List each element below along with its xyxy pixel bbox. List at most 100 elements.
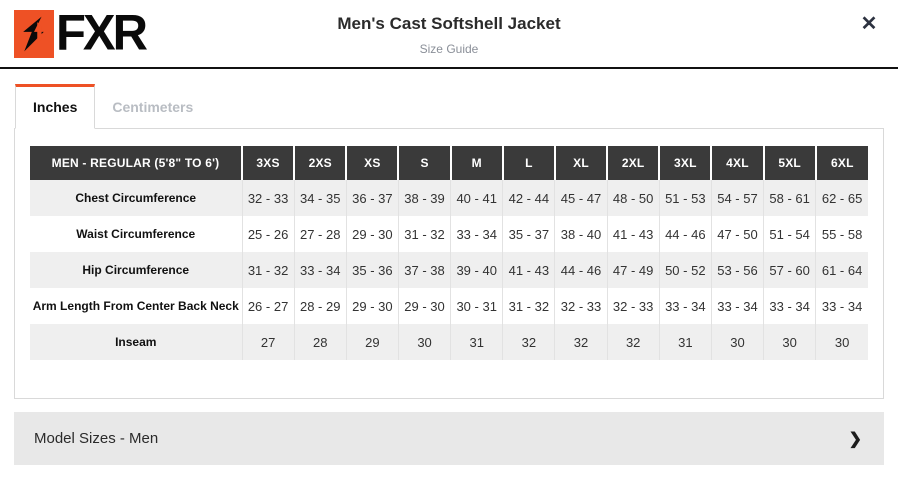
table-row: Chest Circumference 32 - 33 34 - 35 36 - 37…: [30, 180, 868, 216]
size-col-header: 6XL: [815, 146, 868, 180]
size-col-header: 3XS: [242, 146, 296, 180]
size-value-cell: 38 - 40: [554, 216, 608, 252]
page-subtitle: Size Guide: [419, 42, 479, 56]
row-label-cell: Waist Circumference: [76, 227, 196, 241]
size-value-cell: 32 - 33: [241, 180, 295, 216]
size-value-cell: 53 - 56: [710, 252, 764, 288]
size-value-cell: 32 - 33: [554, 288, 608, 324]
size-value-cell: 25 - 26: [241, 216, 295, 252]
accordion-label: Model Sizes - Men: [34, 430, 159, 447]
size-value-cell: 32: [606, 324, 660, 360]
size-value-cell: 29 - 30: [345, 288, 399, 324]
size-value-cell: 32: [502, 324, 555, 360]
size-col-header: 4XL: [711, 146, 765, 180]
size-col-header: M: [450, 146, 504, 180]
size-value-cell: 31: [658, 324, 712, 360]
size-chart-panel: MEN - REGULAR (5'8" TO 6') 3XS 2XS XS S M L XL 2…: [14, 128, 884, 399]
table-row: Inseam 27 28 29 30 31 32 32 32 31 30 30 30: [30, 324, 868, 360]
corner-header-cell: MEN - REGULAR (5'8" TO 6'): [30, 146, 243, 180]
size-col-header: L: [502, 146, 556, 180]
size-value-cell: 57 - 60: [763, 252, 816, 288]
row-label-cell: Inseam: [115, 335, 157, 349]
size-value-cell: 32: [554, 324, 608, 360]
size-value-cell: 29 - 30: [345, 216, 399, 252]
unit-tabs: Inches Centimeters: [0, 84, 898, 129]
size-value-cell: 58 - 61: [763, 180, 816, 216]
size-value-cell: 35 - 36: [345, 252, 399, 288]
size-value-cell: 32 - 33: [606, 288, 660, 324]
size-value-cell: 55 - 58: [815, 216, 868, 252]
size-col-header: 2XS: [294, 146, 348, 180]
size-value-cell: 33 - 34: [450, 216, 503, 252]
size-value-cell: 61 - 64: [815, 252, 868, 288]
size-value-cell: 29: [345, 324, 399, 360]
size-col-header: XL: [554, 146, 609, 180]
fxr-logo: FXR: [14, 8, 148, 59]
size-value-cell: 27: [241, 324, 295, 360]
tab-inches[interactable]: Inches: [15, 84, 96, 129]
row-label-cell: Arm Length From Center Back Neck: [32, 299, 239, 313]
size-value-cell: 51 - 53: [658, 180, 712, 216]
size-value-cell: 30: [710, 324, 764, 360]
tab-centimeters[interactable]: Centimeters: [95, 84, 210, 128]
size-value-cell: 41 - 43: [606, 216, 660, 252]
size-value-cell: 28: [293, 324, 347, 360]
size-value-cell: 48 - 50: [606, 180, 660, 216]
size-value-cell: 38 - 39: [397, 180, 451, 216]
size-value-cell: 36 - 37: [345, 180, 399, 216]
size-value-cell: 51 - 54: [763, 216, 816, 252]
size-value-cell: 33 - 34: [710, 288, 764, 324]
size-value-cell: 31 - 32: [397, 216, 451, 252]
size-value-cell: 31 - 32: [241, 252, 295, 288]
table-row: Hip Circumference 31 - 32 33 - 34 35 - 36 37…: [30, 252, 868, 288]
modal-header: FXR Men's Cast Softshell Jacket Size Gui…: [0, 0, 898, 69]
size-value-cell: 34 - 35: [293, 180, 347, 216]
size-col-header: XS: [346, 146, 400, 180]
size-value-cell: 45 - 47: [554, 180, 608, 216]
size-table: MEN - REGULAR (5'8" TO 6') 3XS 2XS XS S M L XL 2…: [30, 146, 868, 360]
size-value-cell: 44 - 46: [658, 216, 712, 252]
size-value-cell: 33 - 34: [293, 252, 347, 288]
size-value-cell: 27 - 28: [293, 216, 347, 252]
size-value-cell: 33 - 34: [763, 288, 816, 324]
size-value-cell: 30 - 31: [450, 288, 503, 324]
size-value-cell: 33 - 34: [815, 288, 868, 324]
size-value-cell: 30: [397, 324, 451, 360]
row-label-cell: Chest Circumference: [75, 191, 197, 205]
size-value-cell: 28 - 29: [293, 288, 347, 324]
size-col-header: S: [398, 146, 452, 180]
close-button[interactable]: ✕: [855, 10, 883, 38]
size-value-cell: 31 - 32: [502, 288, 555, 324]
size-value-cell: 30: [763, 324, 816, 360]
size-value-cell: 35 - 37: [502, 216, 555, 252]
title-block: Men's Cast Softshell Jacket Size Guide: [0, 14, 898, 56]
size-value-cell: 40 - 41: [450, 180, 503, 216]
fxr-logo-mark-icon: [14, 10, 54, 58]
size-value-cell: 44 - 46: [554, 252, 608, 288]
size-value-cell: 62 - 65: [815, 180, 868, 216]
size-col-header: 2XL: [607, 146, 661, 180]
size-value-cell: 26 - 27: [241, 288, 295, 324]
size-value-cell: 47 - 50: [710, 216, 764, 252]
size-value-cell: 47 - 49: [606, 252, 660, 288]
table-row: Arm Length From Center Back Neck 26 - 27 2…: [30, 288, 868, 324]
size-value-cell: 54 - 57: [710, 180, 764, 216]
close-icon: ✕: [860, 13, 878, 35]
size-col-header: 5XL: [763, 146, 817, 180]
size-value-cell: 50 - 52: [658, 252, 712, 288]
size-value-cell: 37 - 38: [397, 252, 451, 288]
model-sizes-accordion[interactable]: Model Sizes - Men ❯: [14, 412, 884, 465]
size-value-cell: 33 - 34: [658, 288, 712, 324]
size-table-head-row: MEN - REGULAR (5'8" TO 6') 3XS 2XS XS S M L XL 2…: [30, 146, 868, 180]
size-value-cell: 41 - 43: [502, 252, 555, 288]
page-title: Men's Cast Softshell Jacket: [337, 14, 561, 33]
chevron-right-icon: ❯: [848, 430, 862, 448]
row-label-cell: Hip Circumference: [82, 263, 190, 277]
size-table-body: Chest Circumference 32 - 33 34 - 35 36 - 37…: [30, 180, 868, 360]
size-value-cell: 29 - 30: [397, 288, 451, 324]
size-value-cell: 30: [815, 324, 868, 360]
size-value-cell: 31: [450, 324, 503, 360]
size-value-cell: 42 - 44: [502, 180, 555, 216]
size-col-header: 3XL: [659, 146, 713, 180]
table-row: Waist Circumference 25 - 26 27 - 28 29 - 30…: [30, 216, 868, 252]
